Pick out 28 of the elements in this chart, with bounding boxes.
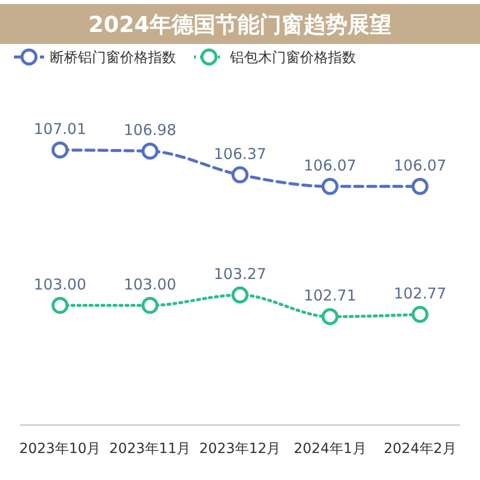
- data-label: 106.07: [394, 156, 446, 174]
- point: [142, 296, 158, 314]
- point: [142, 142, 158, 160]
- point: [232, 286, 248, 304]
- legend-label: 断桥铝门窗价格指数: [50, 50, 176, 66]
- data-label: 102.77: [394, 284, 446, 302]
- data-label: 106.98: [124, 121, 176, 140]
- data-label: 106.07: [304, 156, 356, 174]
- chart-title: 2024年德国节能门窗趋势展望: [88, 12, 392, 38]
- x-tick-label: 2023年10月: [19, 441, 101, 457]
- data-label: 103.27: [214, 264, 266, 283]
- data-label: 103.00: [34, 275, 86, 294]
- point: [412, 306, 428, 323]
- point: [232, 166, 248, 184]
- point: [322, 308, 338, 326]
- x-tick-label: 2024年1月: [294, 441, 366, 457]
- x-tick-label: 2024年2月: [384, 441, 456, 457]
- point: [52, 296, 68, 314]
- x-tick-label: 2023年11月: [109, 441, 191, 457]
- data-label: 102.71: [304, 286, 356, 305]
- data-label: 107.01: [34, 120, 86, 138]
- point: [322, 178, 338, 195]
- legend-label: 铝包木门窗价格指数: [229, 50, 356, 66]
- data-label: 103.00: [124, 275, 176, 294]
- x-tick-label: 2023年12月: [199, 441, 281, 457]
- data-label: 106.37: [214, 144, 266, 163]
- point: [412, 178, 428, 195]
- point: [52, 142, 68, 158]
